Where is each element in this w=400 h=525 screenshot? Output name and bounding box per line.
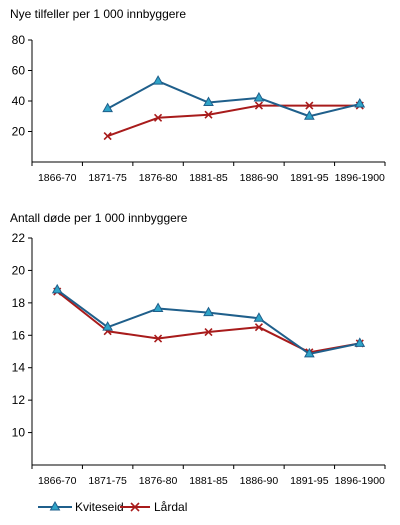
chart-deaths-y-tick-label: 10 [12, 426, 26, 440]
chart-new-cases: Nye tilfeller per 1 000 innbyggere 20 40 6… [10, 7, 386, 184]
chart-new-cases-y-tick-label: 60 [12, 64, 26, 78]
chart-new-cases-series-lardal-line [107, 104, 360, 138]
legend-lardal-label: Lårdal [154, 500, 187, 514]
chart-new-cases-point-kviteseid [203, 96, 214, 107]
chart-deaths-x-tick-label: 1876-80 [139, 475, 178, 487]
chart-deaths-x-tick-label: 1871-75 [88, 475, 127, 487]
chart-deaths-x-tick-label: 1896-1900 [335, 475, 385, 487]
chart-new-cases-x-tick-label: 1866-70 [38, 172, 77, 184]
chart-deaths-point-kviteseid [203, 306, 214, 317]
legend-kviteseid-label: Kviteseid [75, 500, 124, 514]
chart-new-cases-point-lardal [254, 101, 263, 110]
chart-new-cases-point-lardal [154, 113, 163, 122]
chart-new-cases-x-tick-label: 1876-80 [139, 172, 178, 184]
chart-new-cases-point-kviteseid [102, 102, 113, 113]
legend: Kviteseid Lårdal [38, 500, 187, 514]
legend-lardal-marker [130, 502, 140, 512]
chart-new-cases-point-lardal [204, 110, 213, 119]
chart-deaths-point-lardal [254, 323, 263, 332]
chart-deaths-x-tick-label: 1886-90 [240, 475, 279, 487]
chart-deaths-x-tick-label: 1866-70 [38, 475, 77, 487]
legend-kviteseid-marker [49, 500, 61, 511]
chart-deaths-y-tick-label: 20 [12, 263, 26, 277]
chart-deaths-x-tick-label: 1891-95 [290, 475, 329, 487]
chart-deaths-point-lardal [154, 334, 163, 343]
chart-new-cases-point-lardal [103, 132, 112, 141]
chart-deaths-series-kviteseid-line [56, 289, 360, 355]
chart-new-cases-x-tick-label: 1871-75 [88, 172, 127, 184]
chart-deaths-point-kviteseid [51, 283, 63, 294]
chart-deaths-series-lardal-line [56, 290, 360, 354]
chart-new-cases-x-tick-label: 1891-95 [290, 172, 329, 184]
chart-deaths-point-kviteseid [152, 302, 164, 313]
chart-deaths-y-tick-label: 22 [12, 231, 26, 245]
chart-new-cases-point-kviteseid [354, 98, 366, 108]
chart-deaths: Antall døde per 1 000 innbyggere 10 12 14 1… [10, 211, 386, 487]
chart-deaths-point-lardal [204, 327, 213, 337]
chart-new-cases-point-kviteseid [253, 91, 265, 102]
chart-deaths-y-tick-label: 16 [12, 328, 26, 342]
chart-deaths-point-kviteseid [102, 321, 113, 331]
chart-new-cases-y-tick-label: 40 [12, 94, 26, 108]
chart-new-cases-x-tick-label: 1886-90 [240, 172, 279, 184]
chart-deaths-y-tick-label: 14 [12, 361, 26, 375]
chart-new-cases-x-tick-label: 1881-85 [189, 172, 228, 184]
chart-new-cases-point-lardal [305, 101, 314, 110]
chart-deaths-x-tick-label: 1881-85 [189, 475, 228, 487]
chart-new-cases-series-kviteseid-line [107, 80, 361, 118]
chart-new-cases-point-kviteseid [304, 110, 315, 120]
chart-deaths-point-kviteseid [304, 347, 315, 358]
chart-new-cases-x-tick-label: 1896-1900 [335, 172, 385, 184]
chart-new-cases-title: Nye tilfeller per 1 000 innbyggere [10, 7, 186, 21]
chart-new-cases-y-tick-label: 80 [12, 33, 26, 47]
chart-deaths-title: Antall døde per 1 000 innbyggere [10, 211, 188, 225]
chart-deaths-point-kviteseid [354, 337, 366, 347]
chart-new-cases-y-tick-label: 20 [12, 125, 26, 139]
chart-deaths-point-kviteseid [253, 312, 265, 322]
chart-new-cases-point-kviteseid [152, 75, 164, 85]
chart-deaths-y-tick-label: 12 [12, 393, 26, 407]
chart-deaths-y-tick-label: 18 [12, 296, 26, 310]
